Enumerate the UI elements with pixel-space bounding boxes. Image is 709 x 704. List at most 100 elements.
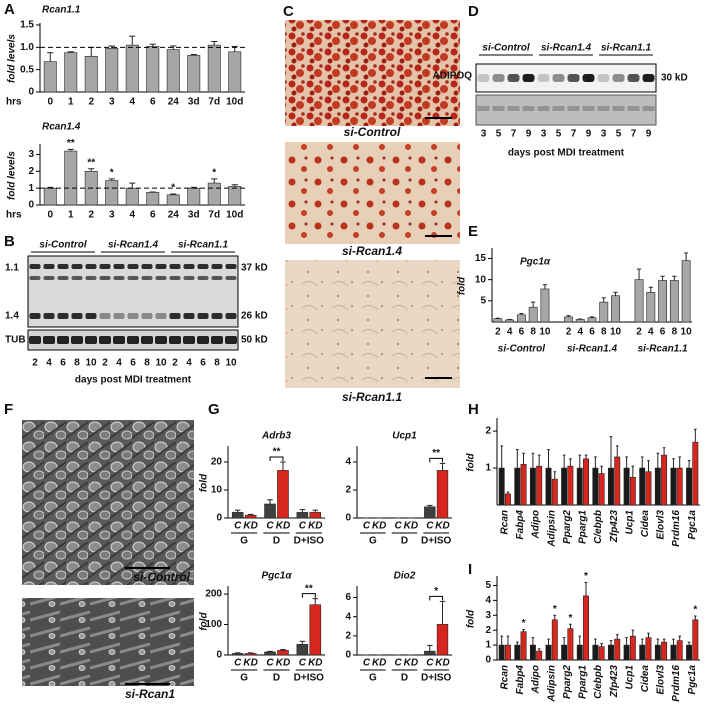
bar bbox=[629, 635, 636, 661]
y-tick-label: 0 bbox=[216, 650, 222, 661]
blot-band bbox=[29, 276, 41, 280]
y-tick-label: 1 bbox=[485, 640, 491, 651]
blot-band bbox=[627, 74, 640, 82]
blot-band bbox=[225, 264, 237, 269]
x-tick-label: Pgc1a bbox=[687, 510, 698, 540]
significance: * bbox=[212, 168, 216, 179]
bar bbox=[639, 467, 646, 506]
lane-label: 6 bbox=[130, 358, 136, 369]
x-tick-label: D+ISO bbox=[294, 673, 325, 684]
bar bbox=[207, 182, 221, 206]
lane-label: 9 bbox=[526, 129, 532, 140]
x-tick-label: 10 bbox=[610, 327, 622, 338]
chart-title: Dio2 bbox=[394, 571, 416, 582]
group-label: si-Rcan1.4 bbox=[567, 344, 617, 355]
lane-label: 4 bbox=[46, 358, 52, 369]
bar bbox=[64, 52, 78, 93]
bar bbox=[296, 512, 309, 519]
chart-title: Rcan1.1 bbox=[42, 5, 81, 16]
panel-letter: A bbox=[4, 1, 15, 18]
blot-band bbox=[29, 336, 41, 344]
x-tick-label: Pparg2 bbox=[562, 510, 573, 544]
blot-band bbox=[567, 106, 580, 111]
blot-band bbox=[113, 264, 125, 269]
y-tick-label: 0 bbox=[28, 87, 34, 98]
blot-band bbox=[141, 264, 153, 269]
bar bbox=[105, 47, 119, 93]
x-tick-label: 6 bbox=[660, 327, 666, 338]
x-tick-label: G bbox=[240, 673, 248, 684]
blot-band bbox=[597, 74, 610, 82]
blot-band bbox=[99, 336, 111, 344]
lane-label: 6 bbox=[200, 358, 206, 369]
panel-letter: B bbox=[4, 233, 15, 250]
lane-label: 8 bbox=[144, 358, 150, 369]
bar bbox=[536, 650, 543, 661]
y-axis-label: fold bbox=[466, 452, 477, 471]
size-label: 50 kD bbox=[241, 335, 268, 346]
blot-band bbox=[99, 264, 111, 269]
bar bbox=[166, 194, 180, 206]
bar bbox=[309, 604, 322, 656]
lane-label: 5 bbox=[496, 129, 502, 140]
bar-label: C bbox=[395, 658, 403, 669]
chart-title: Pgc1α bbox=[520, 257, 551, 268]
blot-band bbox=[211, 264, 223, 269]
y-tick-label: 1 bbox=[485, 463, 491, 474]
blot-band bbox=[141, 313, 153, 319]
y-tick-label: 10 bbox=[211, 485, 223, 496]
x-tick-label: 6 bbox=[150, 210, 156, 221]
y-tick-label: 4 bbox=[485, 595, 491, 606]
blot-band bbox=[43, 336, 55, 344]
x-tick-label: Adipo bbox=[531, 665, 542, 694]
bar bbox=[686, 467, 693, 506]
x-tick-label: Pparg2 bbox=[562, 665, 573, 699]
significance: ** bbox=[305, 583, 313, 594]
x-tick-label: 0 bbox=[47, 97, 53, 108]
x-axis-label: days post MDI treatment bbox=[75, 375, 192, 386]
y-tick-label: 1.5 bbox=[20, 20, 34, 31]
blot-band bbox=[522, 74, 535, 82]
lane-label: 8 bbox=[214, 358, 220, 369]
bar bbox=[608, 467, 614, 506]
bar bbox=[645, 471, 652, 506]
x-tick-label: 8 bbox=[601, 327, 607, 338]
bar bbox=[545, 467, 552, 506]
lane-label: 2 bbox=[102, 358, 108, 369]
x-tick-label: 3 bbox=[109, 210, 115, 221]
bar bbox=[639, 644, 646, 661]
blot-band bbox=[627, 106, 640, 111]
blot-band bbox=[183, 276, 195, 280]
bar-label: C bbox=[266, 658, 274, 669]
blot-band bbox=[113, 313, 125, 319]
x-tick-label: 24 bbox=[168, 210, 180, 221]
x-tick-label: Fabp4 bbox=[515, 665, 526, 695]
micrograph bbox=[22, 420, 194, 585]
blot-band bbox=[127, 264, 139, 269]
size-label: 37 kD bbox=[241, 263, 268, 274]
bar bbox=[567, 465, 574, 506]
blot-band bbox=[477, 74, 490, 82]
x-axis-label: days post MDI treatment bbox=[508, 148, 625, 159]
x-tick-label: Elovl3 bbox=[656, 510, 667, 540]
bar bbox=[277, 470, 289, 519]
row-label: 1.4 bbox=[5, 311, 19, 322]
x-tick-label: Prdm16 bbox=[671, 665, 682, 702]
bar bbox=[505, 319, 515, 323]
x-tick-label: Zfp423 bbox=[609, 665, 620, 699]
x-tick-label: C/ebpb bbox=[593, 510, 604, 544]
bar bbox=[608, 644, 614, 661]
bar bbox=[545, 644, 552, 661]
significance-bracket bbox=[301, 593, 316, 598]
blot-band bbox=[85, 336, 97, 344]
y-axis-label: fold bbox=[199, 473, 210, 492]
y-tick-label: 3 bbox=[485, 610, 491, 621]
blot-band bbox=[183, 264, 195, 269]
bar bbox=[520, 631, 527, 661]
bar bbox=[146, 192, 160, 206]
significance-bracket bbox=[429, 457, 443, 463]
blot-band bbox=[43, 264, 55, 269]
significance: ** bbox=[67, 138, 75, 149]
x-tick-label: Pgc1a bbox=[687, 665, 698, 695]
lane-label: 2 bbox=[32, 358, 38, 369]
